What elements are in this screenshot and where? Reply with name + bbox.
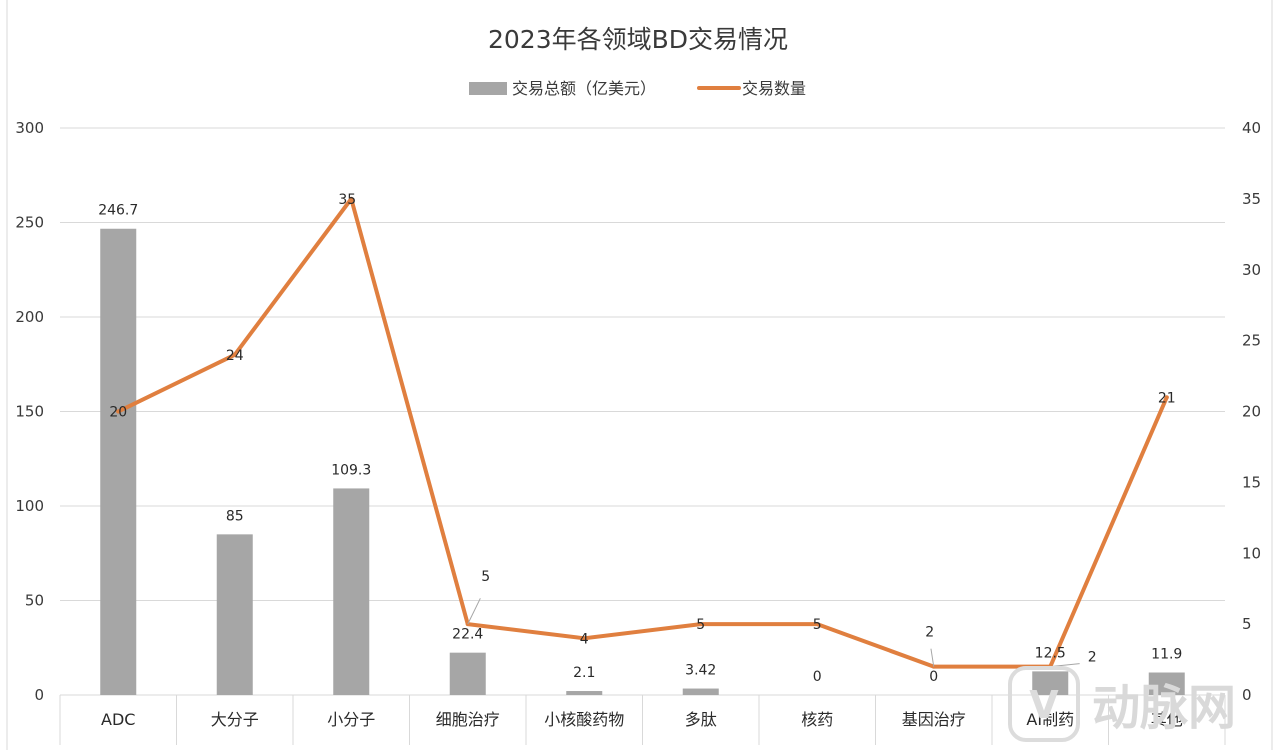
bar-value-label: 12.5 (1035, 645, 1066, 661)
y-right-tick-label: 35 (1242, 190, 1261, 208)
label-leader-line (930, 648, 935, 667)
line-value-label: 5 (813, 617, 822, 633)
x-tick-label: 基因治疗 (902, 710, 966, 729)
bar-series (100, 228, 1185, 695)
x-tick-label: ADC (101, 710, 135, 729)
y-right-tick-label: 25 (1242, 332, 1261, 350)
x-tick-label: 其他 (1151, 710, 1183, 729)
x-tick-label: 核药 (801, 710, 833, 729)
y-right-tick-label: 40 (1242, 119, 1261, 137)
bar (1032, 671, 1069, 695)
x-tick-label: 细胞治疗 (436, 710, 500, 729)
line-value-label: 2 (925, 625, 934, 641)
y-right-tick-label: 30 (1242, 261, 1261, 279)
legend-swatch-bar (469, 82, 507, 95)
line-point (698, 622, 703, 627)
chart-title: 2023年各领域BD交易情况 (488, 25, 788, 54)
label-leader-line (467, 598, 481, 625)
bar (333, 488, 370, 695)
bar-value-label: 11.9 (1151, 647, 1182, 663)
x-tick-label: AI制药 (1026, 710, 1074, 729)
bar (566, 691, 603, 695)
line-value-label: 24 (226, 348, 244, 364)
y-right-tick-label: 0 (1242, 686, 1252, 704)
y-right-tick-label: 5 (1242, 615, 1252, 633)
x-tick-label: 大分子 (211, 710, 259, 729)
y-left-tick-label: 250 (15, 214, 44, 232)
y-right-tick-label: 15 (1242, 473, 1261, 491)
bar-value-label: 246.7 (98, 203, 138, 219)
y-right-tick-label: 10 (1242, 544, 1261, 562)
line-point (349, 196, 354, 201)
line-point (815, 622, 820, 627)
bar (1148, 672, 1185, 695)
line-series (116, 196, 1169, 669)
y-right-tick-label: 20 (1242, 403, 1261, 421)
bar (216, 534, 253, 695)
legend-label-line: 交易数量 (742, 79, 806, 98)
line-value-label: 2 (1088, 650, 1097, 666)
y-left-tick-label: 50 (25, 592, 44, 610)
watermark-logo-icon-glyph: V (1029, 683, 1059, 727)
line-path (116, 196, 1169, 669)
line-value-label: 21 (1158, 390, 1176, 406)
x-tick-label: 小分子 (327, 710, 375, 729)
line-point (116, 409, 121, 414)
watermark-logo-icon (1008, 666, 1080, 742)
watermark-text: 动脉网 (1092, 680, 1236, 736)
y-left-tick-label: 300 (15, 119, 44, 137)
bar-value-label: 85 (226, 508, 244, 524)
watermark: V 动脉网 (1008, 666, 1236, 742)
bar-value-label: 2.1 (573, 665, 595, 681)
bar (100, 228, 137, 695)
legend-label-bar: 交易总额（亿美元） (512, 79, 656, 98)
bar-value-label: 3.42 (685, 663, 716, 679)
bar (449, 652, 486, 695)
y-left-tick-label: 150 (15, 403, 44, 421)
bar-value-label: 0 (813, 669, 822, 685)
line-value-label: 35 (338, 192, 356, 208)
bar-value-label: 22.4 (452, 627, 483, 643)
line-value-label: 4 (580, 631, 589, 647)
y-left-tick-label: 200 (15, 308, 44, 326)
bar-value-label: 0 (929, 669, 938, 685)
bar (682, 688, 719, 695)
x-tick-label: 多肽 (685, 710, 717, 729)
line-value-label: 5 (481, 569, 490, 585)
grid-lines (6, 0, 1273, 750)
line-point (232, 352, 237, 357)
legend: 交易总额（亿美元） 交易数量 (469, 79, 806, 98)
bar-value-label: 109.3 (331, 462, 371, 478)
y-left-tick-label: 100 (15, 497, 44, 515)
y-left-tick-label: 0 (34, 686, 44, 704)
line-value-label: 5 (696, 617, 705, 633)
line-value-label: 20 (109, 405, 127, 421)
line-point (582, 636, 587, 641)
x-tick-label: 小核酸药物 (544, 710, 624, 729)
line-point (1164, 395, 1169, 400)
